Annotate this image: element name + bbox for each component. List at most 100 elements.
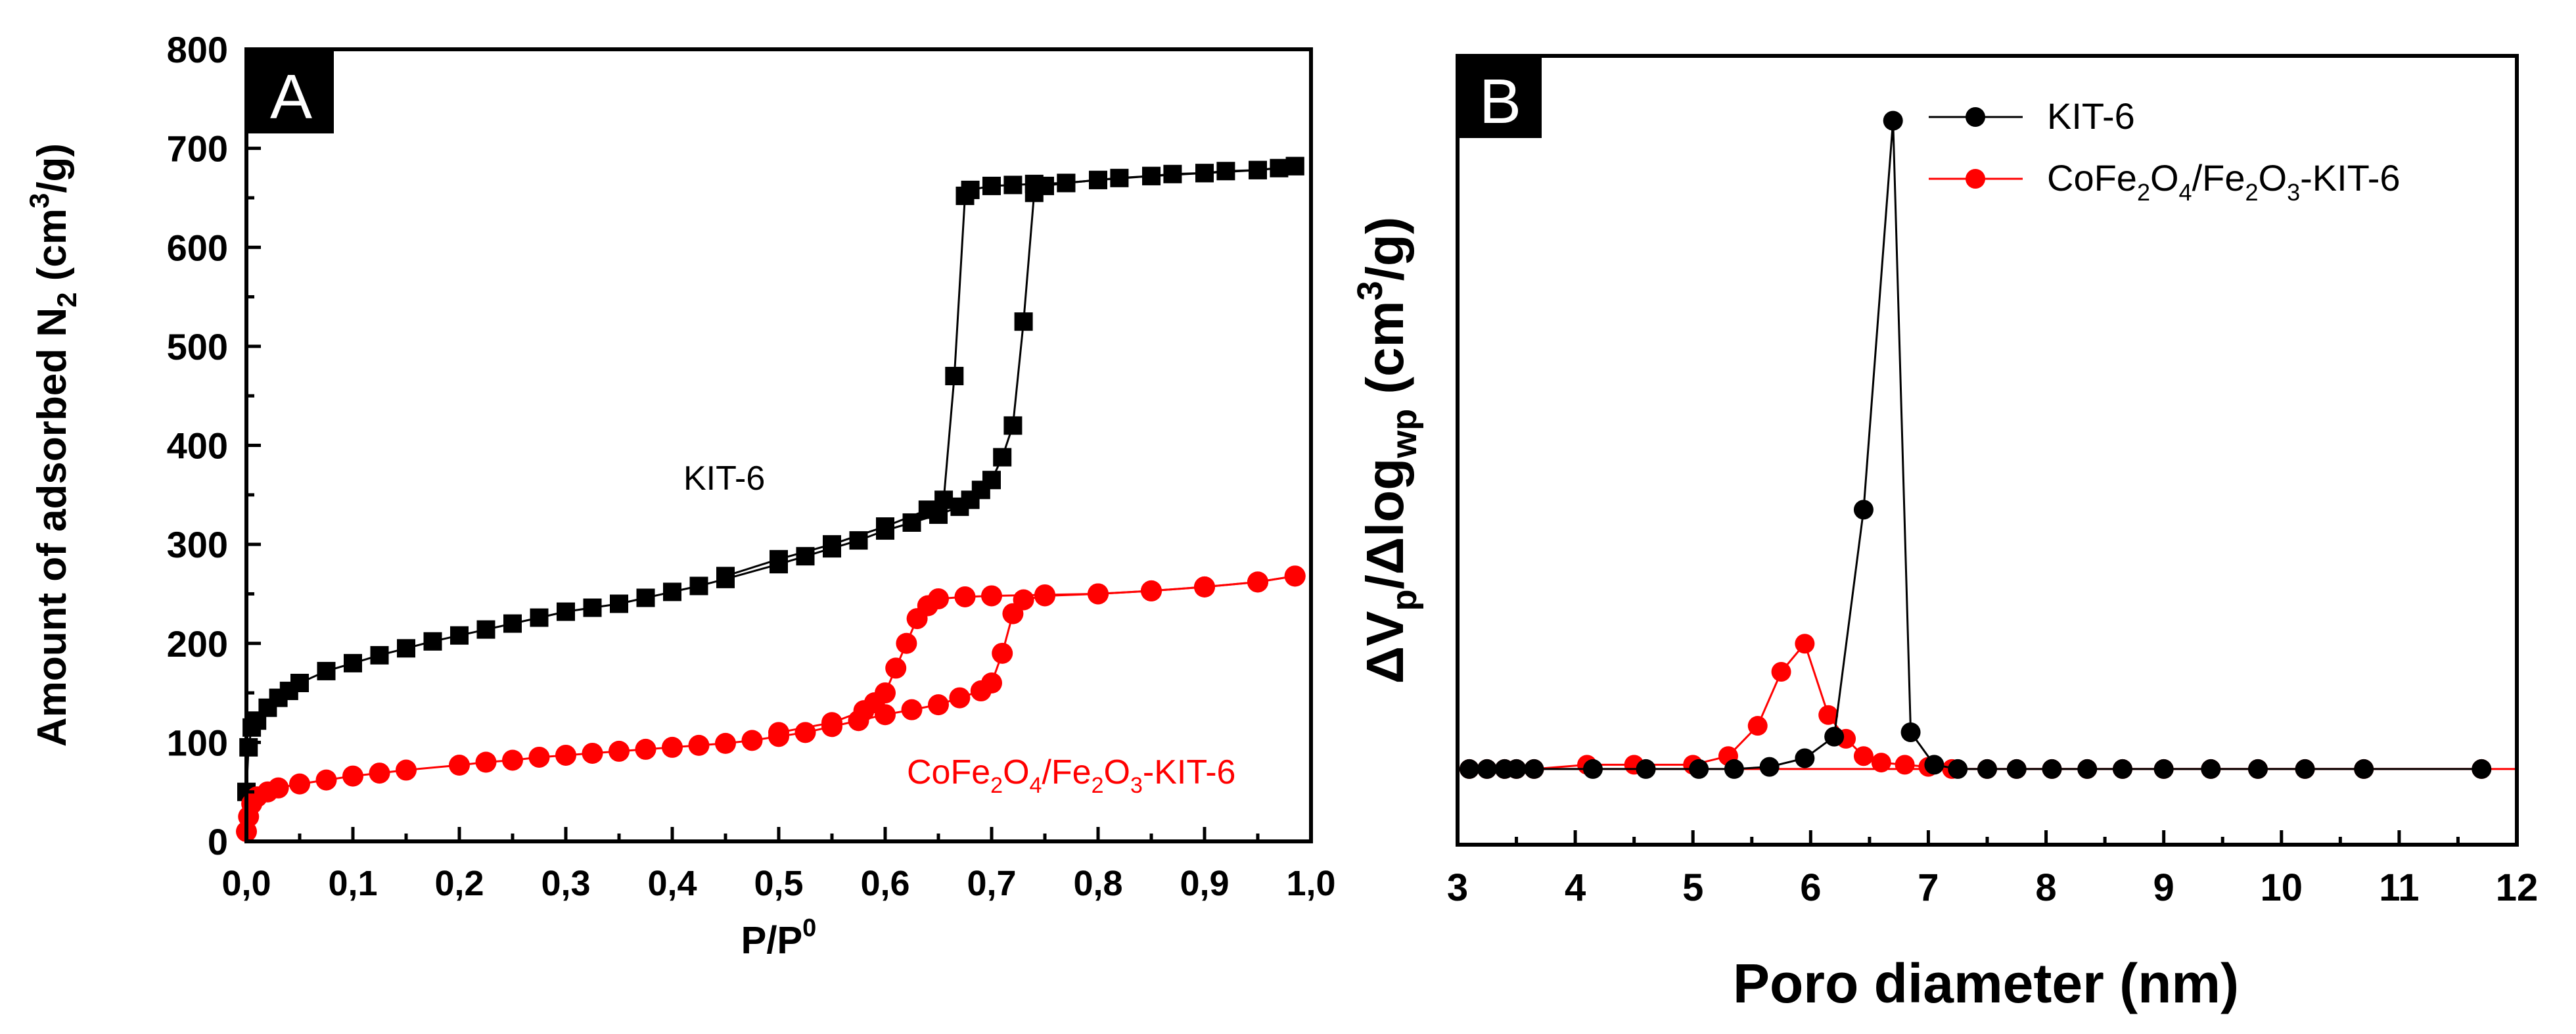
data-point-kit6 (1853, 500, 1874, 520)
data-point-cofe (475, 751, 497, 773)
data-point-cofe (853, 700, 875, 722)
data-point-cofe (369, 763, 390, 784)
data-point-kit6 (530, 608, 549, 627)
x-tick-label: 0,3 (541, 864, 590, 903)
data-point-cofe (688, 734, 710, 756)
panel-a-label-box (248, 51, 334, 133)
data-point-kit6 (716, 567, 735, 586)
data-point-kit6 (1795, 748, 1815, 768)
x-tick-label: 1,0 (1286, 864, 1335, 903)
data-point-cofe (821, 712, 842, 734)
data-point-cofe (528, 746, 550, 768)
data-point-cofe (1747, 716, 1768, 736)
data-point-cofe (1034, 584, 1055, 605)
x-tick-label: 3 (1447, 866, 1468, 909)
data-point-kit6 (317, 661, 336, 680)
data-point-kit6 (876, 517, 894, 536)
x-tick-label: 7 (1918, 866, 1939, 909)
data-point-cofe (662, 736, 683, 758)
data-point-kit6 (636, 588, 655, 607)
kit6-annotation: KIT-6 (683, 459, 765, 498)
data-point-kit6 (945, 367, 964, 386)
data-point-cofe (582, 742, 603, 764)
panel-a-y-ticks: 0 100 200 300 400 500 600 700 800 (167, 29, 261, 862)
data-point-cofe (449, 755, 470, 776)
x-tick-label: 0,9 (1180, 864, 1229, 903)
data-point-cofe (906, 608, 928, 630)
data-point-cofe (555, 744, 576, 766)
data-point-cofe (1088, 583, 1109, 605)
data-point-kit6 (344, 653, 362, 672)
data-point-cofe (635, 738, 656, 760)
x-tick-label: 6 (1800, 866, 1821, 909)
x-tick-label: 0,1 (328, 864, 377, 903)
data-point-cofe (609, 740, 630, 762)
data-point-kit6 (663, 582, 681, 601)
x-tick-label: 4 (1565, 866, 1586, 909)
data-point-kit6 (450, 626, 469, 645)
x-tick-label: 11 (2379, 866, 2419, 909)
data-point-cofe (992, 642, 1013, 664)
data-point-cofe (928, 694, 949, 716)
x-tick-label: 0,2 (434, 864, 484, 903)
panel-a-y-axis-label: Amount of adsorbed N2 (cm3/g) (24, 143, 82, 747)
panel-b-x-axis-label: Poro diameter (nm) (1733, 952, 2239, 1014)
y-tick-label: 200 (167, 623, 228, 665)
data-point-cofe (1247, 571, 1268, 593)
panel-b-label-box (1460, 58, 1542, 138)
x-tick-label: 0,8 (1073, 864, 1122, 903)
data-point-kit6 (397, 639, 415, 658)
data-point-kit6 (1142, 166, 1161, 185)
panel-b-y-axis-label: ΔVp/Δlogwp (cm3/g) (1350, 217, 1424, 684)
data-point-kit6 (955, 186, 975, 205)
data-point-cofe (1141, 580, 1162, 601)
data-point-cofe (794, 722, 816, 743)
cofe-annotation: CoFe2O4/Fe2O3-KIT-6 (907, 753, 1235, 798)
data-point-kit6 (770, 550, 788, 569)
x-tick-label: 0,7 (967, 864, 1016, 903)
data-point-kit6 (610, 594, 628, 613)
x-tick-label: 0,4 (647, 864, 697, 903)
data-point-cofe (981, 585, 1002, 607)
data-point-kit6 (1524, 759, 1544, 779)
data-point-cofe (1818, 705, 1839, 725)
data-point-kit6 (1900, 722, 1921, 743)
data-point-kit6 (918, 500, 937, 519)
data-point-kit6 (1014, 312, 1033, 331)
data-point-kit6 (1883, 110, 1903, 131)
data-point-kit6 (982, 176, 1001, 195)
data-point-cofe (1871, 753, 1891, 773)
data-point-kit6 (1285, 156, 1304, 176)
panel-b-data-layer (1458, 110, 2517, 779)
data-point-kit6 (1477, 759, 1497, 779)
legend-kit6-marker (1966, 107, 1985, 127)
data-point-kit6 (476, 620, 495, 639)
y-tick-label: 0 (208, 821, 228, 862)
data-point-kit6 (1636, 759, 1656, 779)
chart-panel-b: 3 4 5 6 7 8 9 10 11 12 B KIT-6 CoFe2O4/Fe2O3-KIT-… (1350, 54, 2538, 1014)
data-point-cofe (715, 732, 736, 754)
data-point-kit6 (583, 598, 602, 617)
legend-cofe-label: CoFe2O4/Fe2O3-KIT-6 (2047, 157, 2401, 206)
y-tick-label: 500 (167, 326, 228, 367)
data-point-cofe (768, 722, 789, 743)
data-point-kit6 (1195, 164, 1214, 183)
data-point-cofe (502, 749, 523, 771)
data-point-cofe (885, 657, 907, 679)
panel-a-label: A (270, 62, 312, 132)
x-tick-label: 0,0 (221, 864, 271, 903)
data-point-kit6 (1724, 759, 1744, 779)
data-point-kit6 (2295, 759, 2315, 779)
y-tick-label: 300 (167, 524, 228, 565)
x-tick-label: 9 (2153, 866, 2174, 909)
data-point-kit6 (1057, 174, 1076, 193)
data-point-cofe (741, 730, 763, 751)
data-point-kit6 (2006, 759, 2027, 779)
series-kit6-line (1469, 120, 2482, 770)
data-point-kit6 (1759, 757, 1780, 777)
data-point-kit6 (423, 632, 442, 651)
data-point-kit6 (1459, 759, 1479, 779)
data-point-kit6 (1003, 416, 1023, 435)
data-point-cofe (1895, 755, 1915, 775)
